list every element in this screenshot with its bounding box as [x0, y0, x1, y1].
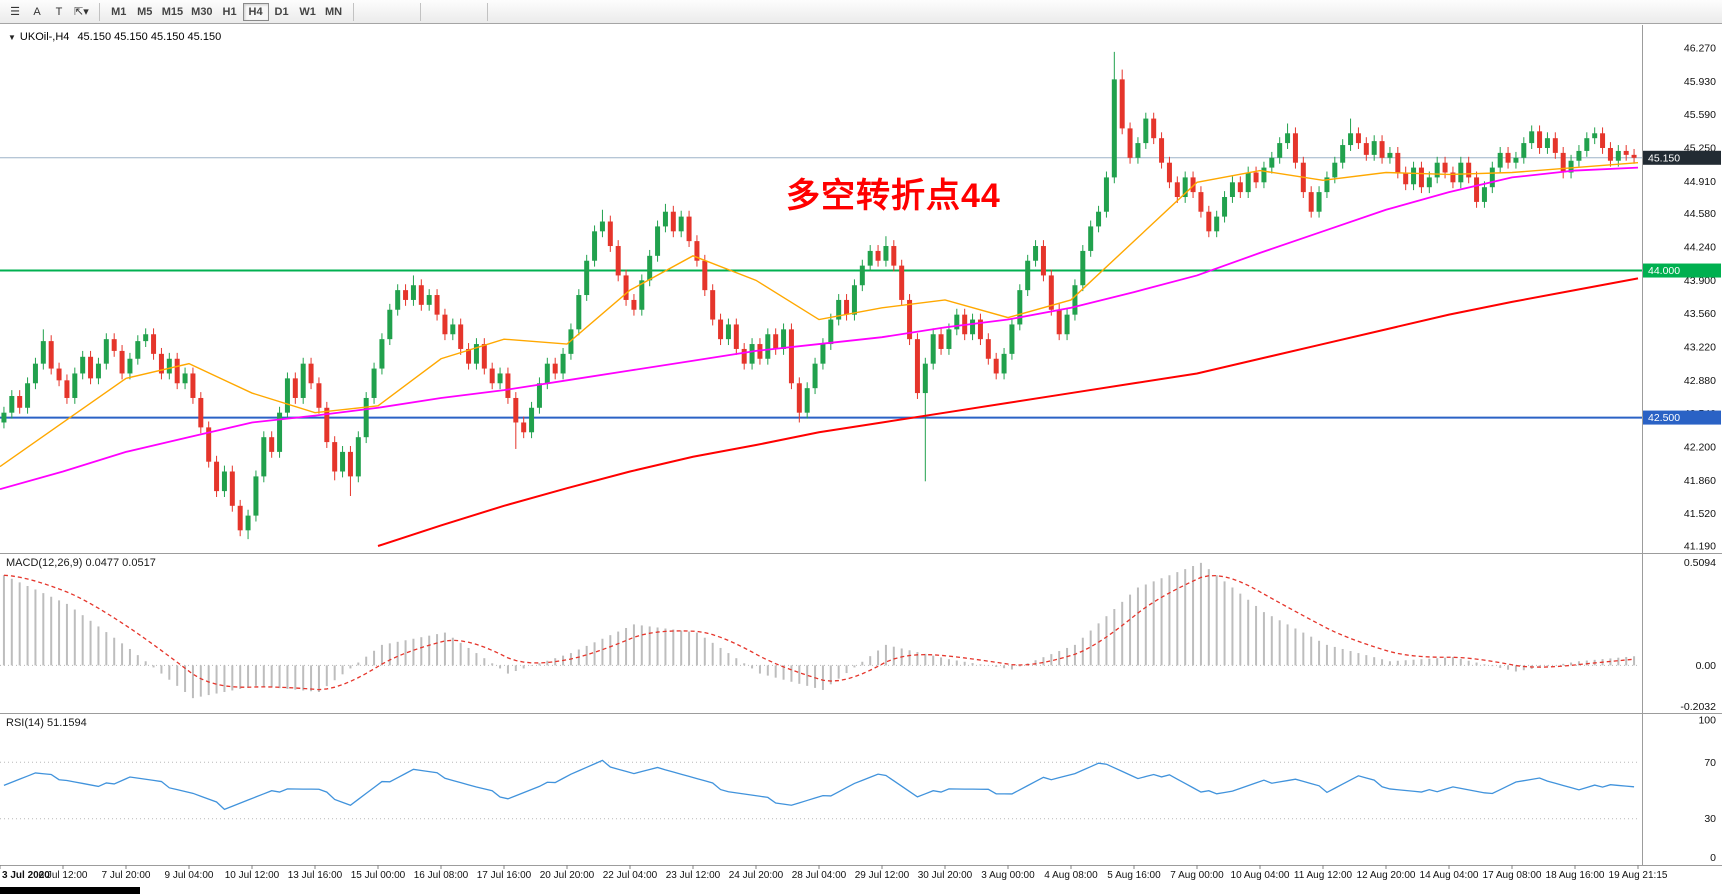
ma-slow-line	[377, 277, 1639, 547]
svg-text:44.000: 44.000	[1648, 265, 1680, 277]
svg-text:6 Jul 12:00: 6 Jul 12:00	[39, 870, 88, 881]
svg-text:44.580: 44.580	[1684, 208, 1716, 220]
chart-text-annotation[interactable]: 多空转折点44	[786, 177, 1001, 215]
svg-text:42.500: 42.500	[1648, 412, 1680, 424]
rsi-level-lines	[0, 761, 1638, 820]
svg-text:42.200: 42.200	[1684, 441, 1716, 453]
charts-list-icon[interactable]: ☰	[4, 2, 26, 21]
svg-text:0.00: 0.00	[1696, 660, 1717, 672]
svg-text:12 Aug 20:00: 12 Aug 20:00	[1357, 870, 1416, 881]
svg-text:45.930: 45.930	[1684, 76, 1716, 88]
ma-fast-line	[0, 161, 1639, 468]
macd-histogram	[2, 562, 1636, 699]
svg-text:28 Jul 04:00: 28 Jul 04:00	[792, 870, 847, 881]
shapes-dropdown-icon[interactable]: ⇱▾	[70, 2, 93, 21]
timeframe-button-mn[interactable]: MN	[321, 3, 347, 21]
toolbar-separator	[419, 2, 421, 21]
svg-text:42.880: 42.880	[1684, 375, 1716, 387]
bid-price-badge: 45.150	[1643, 150, 1721, 165]
svg-text:0.5094: 0.5094	[1684, 557, 1716, 569]
svg-text:30: 30	[1704, 813, 1716, 825]
svg-text:19 Aug 21:15: 19 Aug 21:15	[1609, 870, 1668, 881]
svg-text:43.220: 43.220	[1684, 341, 1716, 353]
svg-text:7 Aug 00:00: 7 Aug 00:00	[1170, 870, 1224, 881]
svg-text:0: 0	[1710, 852, 1716, 864]
svg-text:45.590: 45.590	[1684, 109, 1716, 121]
timeframe-button-m15[interactable]: M15	[158, 3, 187, 21]
svg-text:46.270: 46.270	[1684, 43, 1716, 55]
symbol-name: UKOil-,H4	[19, 31, 70, 43]
svg-text:3 Jul 2020: 3 Jul 2020	[2, 870, 50, 881]
svg-text:30 Jul 20:00: 30 Jul 20:00	[918, 870, 973, 881]
timeframe-button-m30[interactable]: M30	[187, 3, 216, 21]
svg-text:44.240: 44.240	[1684, 242, 1716, 254]
ohlc-values: 45.150 45.150 45.150 45.150	[77, 31, 222, 43]
timeframe-button-m1[interactable]: M1	[106, 3, 132, 21]
svg-text:4 Aug 08:00: 4 Aug 08:00	[1044, 870, 1098, 881]
svg-text:18 Aug 16:00: 18 Aug 16:00	[1546, 870, 1605, 881]
bottom-strip	[0, 887, 140, 894]
svg-text:3 Aug 00:00: 3 Aug 00:00	[981, 870, 1035, 881]
svg-text:20 Jul 20:00: 20 Jul 20:00	[540, 870, 595, 881]
price-axis[interactable]: 46.27045.93045.59045.25044.91044.58044.2…	[1684, 43, 1716, 553]
svg-text:7 Jul 20:00: 7 Jul 20:00	[102, 870, 151, 881]
blue-level-badge: 42.500	[1643, 410, 1721, 425]
svg-text:100: 100	[1698, 715, 1716, 727]
toolbar-separator	[486, 2, 488, 21]
macd-signal-line	[3, 574, 1635, 691]
svg-text:13 Jul 16:00: 13 Jul 16:00	[288, 870, 343, 881]
text-tool-button[interactable]: T	[48, 2, 70, 21]
tool-buttons-group: ☰ A T ⇱▾	[4, 2, 93, 22]
svg-text:17 Aug 08:00: 17 Aug 08:00	[1483, 870, 1542, 881]
rsi-indicator-label: RSI(14) 51.1594	[6, 717, 87, 729]
green-level-badge: 44.000	[1643, 263, 1721, 278]
cursor-tool-button[interactable]: A	[26, 2, 48, 21]
symbol-ohlc-label: ▼ UKOil-,H4 45.150 45.150 45.150 45.150	[8, 31, 221, 43]
macd-indicator-label: MACD(12,26,9) 0.0477 0.0517	[6, 557, 156, 569]
svg-text:22 Jul 04:00: 22 Jul 04:00	[603, 870, 658, 881]
svg-text:45.150: 45.150	[1648, 152, 1680, 164]
timeframe-button-h4[interactable]: H4	[242, 3, 269, 21]
one-click-collapse-icon[interactable]: ▼	[8, 33, 16, 42]
rsi-axis[interactable]: 100 70 30 0	[1698, 715, 1716, 865]
svg-text:16 Jul 08:00: 16 Jul 08:00	[414, 870, 469, 881]
svg-text:15 Jul 00:00: 15 Jul 00:00	[351, 870, 406, 881]
timeframe-button-d1[interactable]: D1	[269, 3, 295, 21]
svg-text:10 Aug 04:00: 10 Aug 04:00	[1231, 870, 1290, 881]
svg-text:43.900: 43.900	[1684, 275, 1716, 287]
svg-text:17 Jul 16:00: 17 Jul 16:00	[477, 870, 532, 881]
svg-text:11 Aug 12:00: 11 Aug 12:00	[1294, 870, 1353, 881]
panel-separators	[0, 25, 1722, 866]
svg-text:23 Jul 12:00: 23 Jul 12:00	[666, 870, 721, 881]
toolbar: ☰ A T ⇱▾ M1 M5 M15 M30 H1 H4 D1 W1 MN	[0, 0, 1722, 24]
macd-axis[interactable]: 0.5094 0.00 -0.2032	[1680, 557, 1716, 713]
timeframe-button-h1[interactable]: H1	[217, 3, 243, 21]
svg-text:24 Jul 20:00: 24 Jul 20:00	[729, 870, 784, 881]
svg-text:29 Jul 12:00: 29 Jul 12:00	[855, 870, 910, 881]
svg-text:70: 70	[1704, 757, 1716, 769]
svg-text:41.190: 41.190	[1684, 541, 1716, 553]
svg-text:9 Jul 04:00: 9 Jul 04:00	[165, 870, 214, 881]
toolbar-separator	[98, 2, 100, 21]
svg-text:41.520: 41.520	[1684, 508, 1716, 520]
toolbar-separator	[352, 2, 354, 21]
svg-text:5 Aug 16:00: 5 Aug 16:00	[1107, 870, 1161, 881]
svg-text:43.560: 43.560	[1684, 308, 1716, 320]
svg-text:44.910: 44.910	[1684, 176, 1716, 188]
timeframe-buttons-group: M1 M5 M15 M30 H1 H4 D1 W1 MN	[106, 2, 347, 21]
rsi-line	[3, 759, 1635, 811]
svg-text:-0.2032: -0.2032	[1680, 701, 1716, 713]
candles-layer	[1, 51, 1637, 540]
svg-text:10 Jul 12:00: 10 Jul 12:00	[225, 870, 280, 881]
svg-text:41.860: 41.860	[1684, 475, 1716, 487]
ma-medium-line	[0, 166, 1639, 491]
timeframe-button-m5[interactable]: M5	[132, 3, 158, 21]
svg-text:14 Aug 04:00: 14 Aug 04:00	[1420, 870, 1479, 881]
timeframe-button-w1[interactable]: W1	[295, 3, 321, 21]
